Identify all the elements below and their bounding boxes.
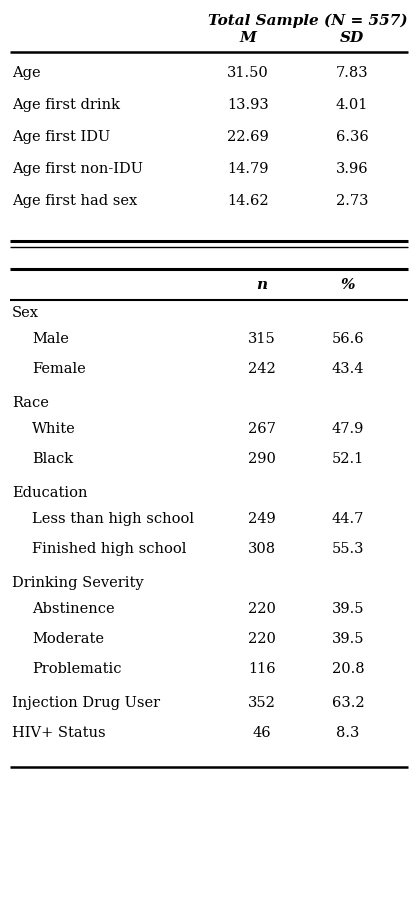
Text: 44.7: 44.7: [332, 512, 364, 526]
Text: 14.62: 14.62: [227, 194, 269, 208]
Text: 52.1: 52.1: [332, 452, 364, 466]
Text: Moderate: Moderate: [32, 632, 104, 646]
Text: 220: 220: [248, 632, 276, 646]
Text: SD: SD: [340, 31, 364, 45]
Text: Female: Female: [32, 362, 86, 376]
Text: 290: 290: [248, 452, 276, 466]
Text: 39.5: 39.5: [332, 632, 364, 646]
Text: 14.79: 14.79: [227, 162, 269, 176]
Text: Age first drink: Age first drink: [12, 98, 120, 112]
Text: Abstinence: Abstinence: [32, 602, 115, 616]
Text: Age first had sex: Age first had sex: [12, 194, 137, 208]
Text: 4.01: 4.01: [336, 98, 368, 112]
Text: 267: 267: [248, 422, 276, 436]
Text: 308: 308: [248, 542, 276, 556]
Text: Sex: Sex: [12, 306, 39, 320]
Text: 22.69: 22.69: [227, 130, 269, 144]
Text: 47.9: 47.9: [332, 422, 364, 436]
Text: %: %: [341, 278, 355, 292]
Text: 116: 116: [248, 662, 276, 676]
Text: Drinking Severity: Drinking Severity: [12, 576, 144, 590]
Text: Race: Race: [12, 396, 49, 410]
Text: n: n: [256, 278, 268, 292]
Text: Age first non-IDU: Age first non-IDU: [12, 162, 143, 176]
Text: 3.96: 3.96: [336, 162, 368, 176]
Text: 56.6: 56.6: [332, 332, 364, 346]
Text: 31.50: 31.50: [227, 66, 269, 80]
Text: Injection Drug User: Injection Drug User: [12, 696, 160, 710]
Text: 6.36: 6.36: [336, 130, 368, 144]
Text: HIV+ Status: HIV+ Status: [12, 726, 106, 740]
Text: Total Sample (N = 557): Total Sample (N = 557): [209, 14, 408, 28]
Text: 249: 249: [248, 512, 276, 526]
Text: Black: Black: [32, 452, 73, 466]
Text: 315: 315: [248, 332, 276, 346]
Text: M: M: [240, 31, 256, 45]
Text: 352: 352: [248, 696, 276, 710]
Text: 46: 46: [253, 726, 271, 740]
Text: Education: Education: [12, 486, 87, 500]
Text: 43.4: 43.4: [332, 362, 364, 376]
Text: Age first IDU: Age first IDU: [12, 130, 110, 144]
Text: 20.8: 20.8: [332, 662, 364, 676]
Text: 242: 242: [248, 362, 276, 376]
Text: Less than high school: Less than high school: [32, 512, 194, 526]
Text: Problematic: Problematic: [32, 662, 122, 676]
Text: White: White: [32, 422, 76, 436]
Text: Male: Male: [32, 332, 69, 346]
Text: 8.3: 8.3: [336, 726, 359, 740]
Text: 2.73: 2.73: [336, 194, 368, 208]
Text: 220: 220: [248, 602, 276, 616]
Text: 39.5: 39.5: [332, 602, 364, 616]
Text: Finished high school: Finished high school: [32, 542, 186, 556]
Text: 55.3: 55.3: [332, 542, 364, 556]
Text: 13.93: 13.93: [227, 98, 269, 112]
Text: 7.83: 7.83: [336, 66, 368, 80]
Text: Age: Age: [12, 66, 41, 80]
Text: 63.2: 63.2: [332, 696, 364, 710]
